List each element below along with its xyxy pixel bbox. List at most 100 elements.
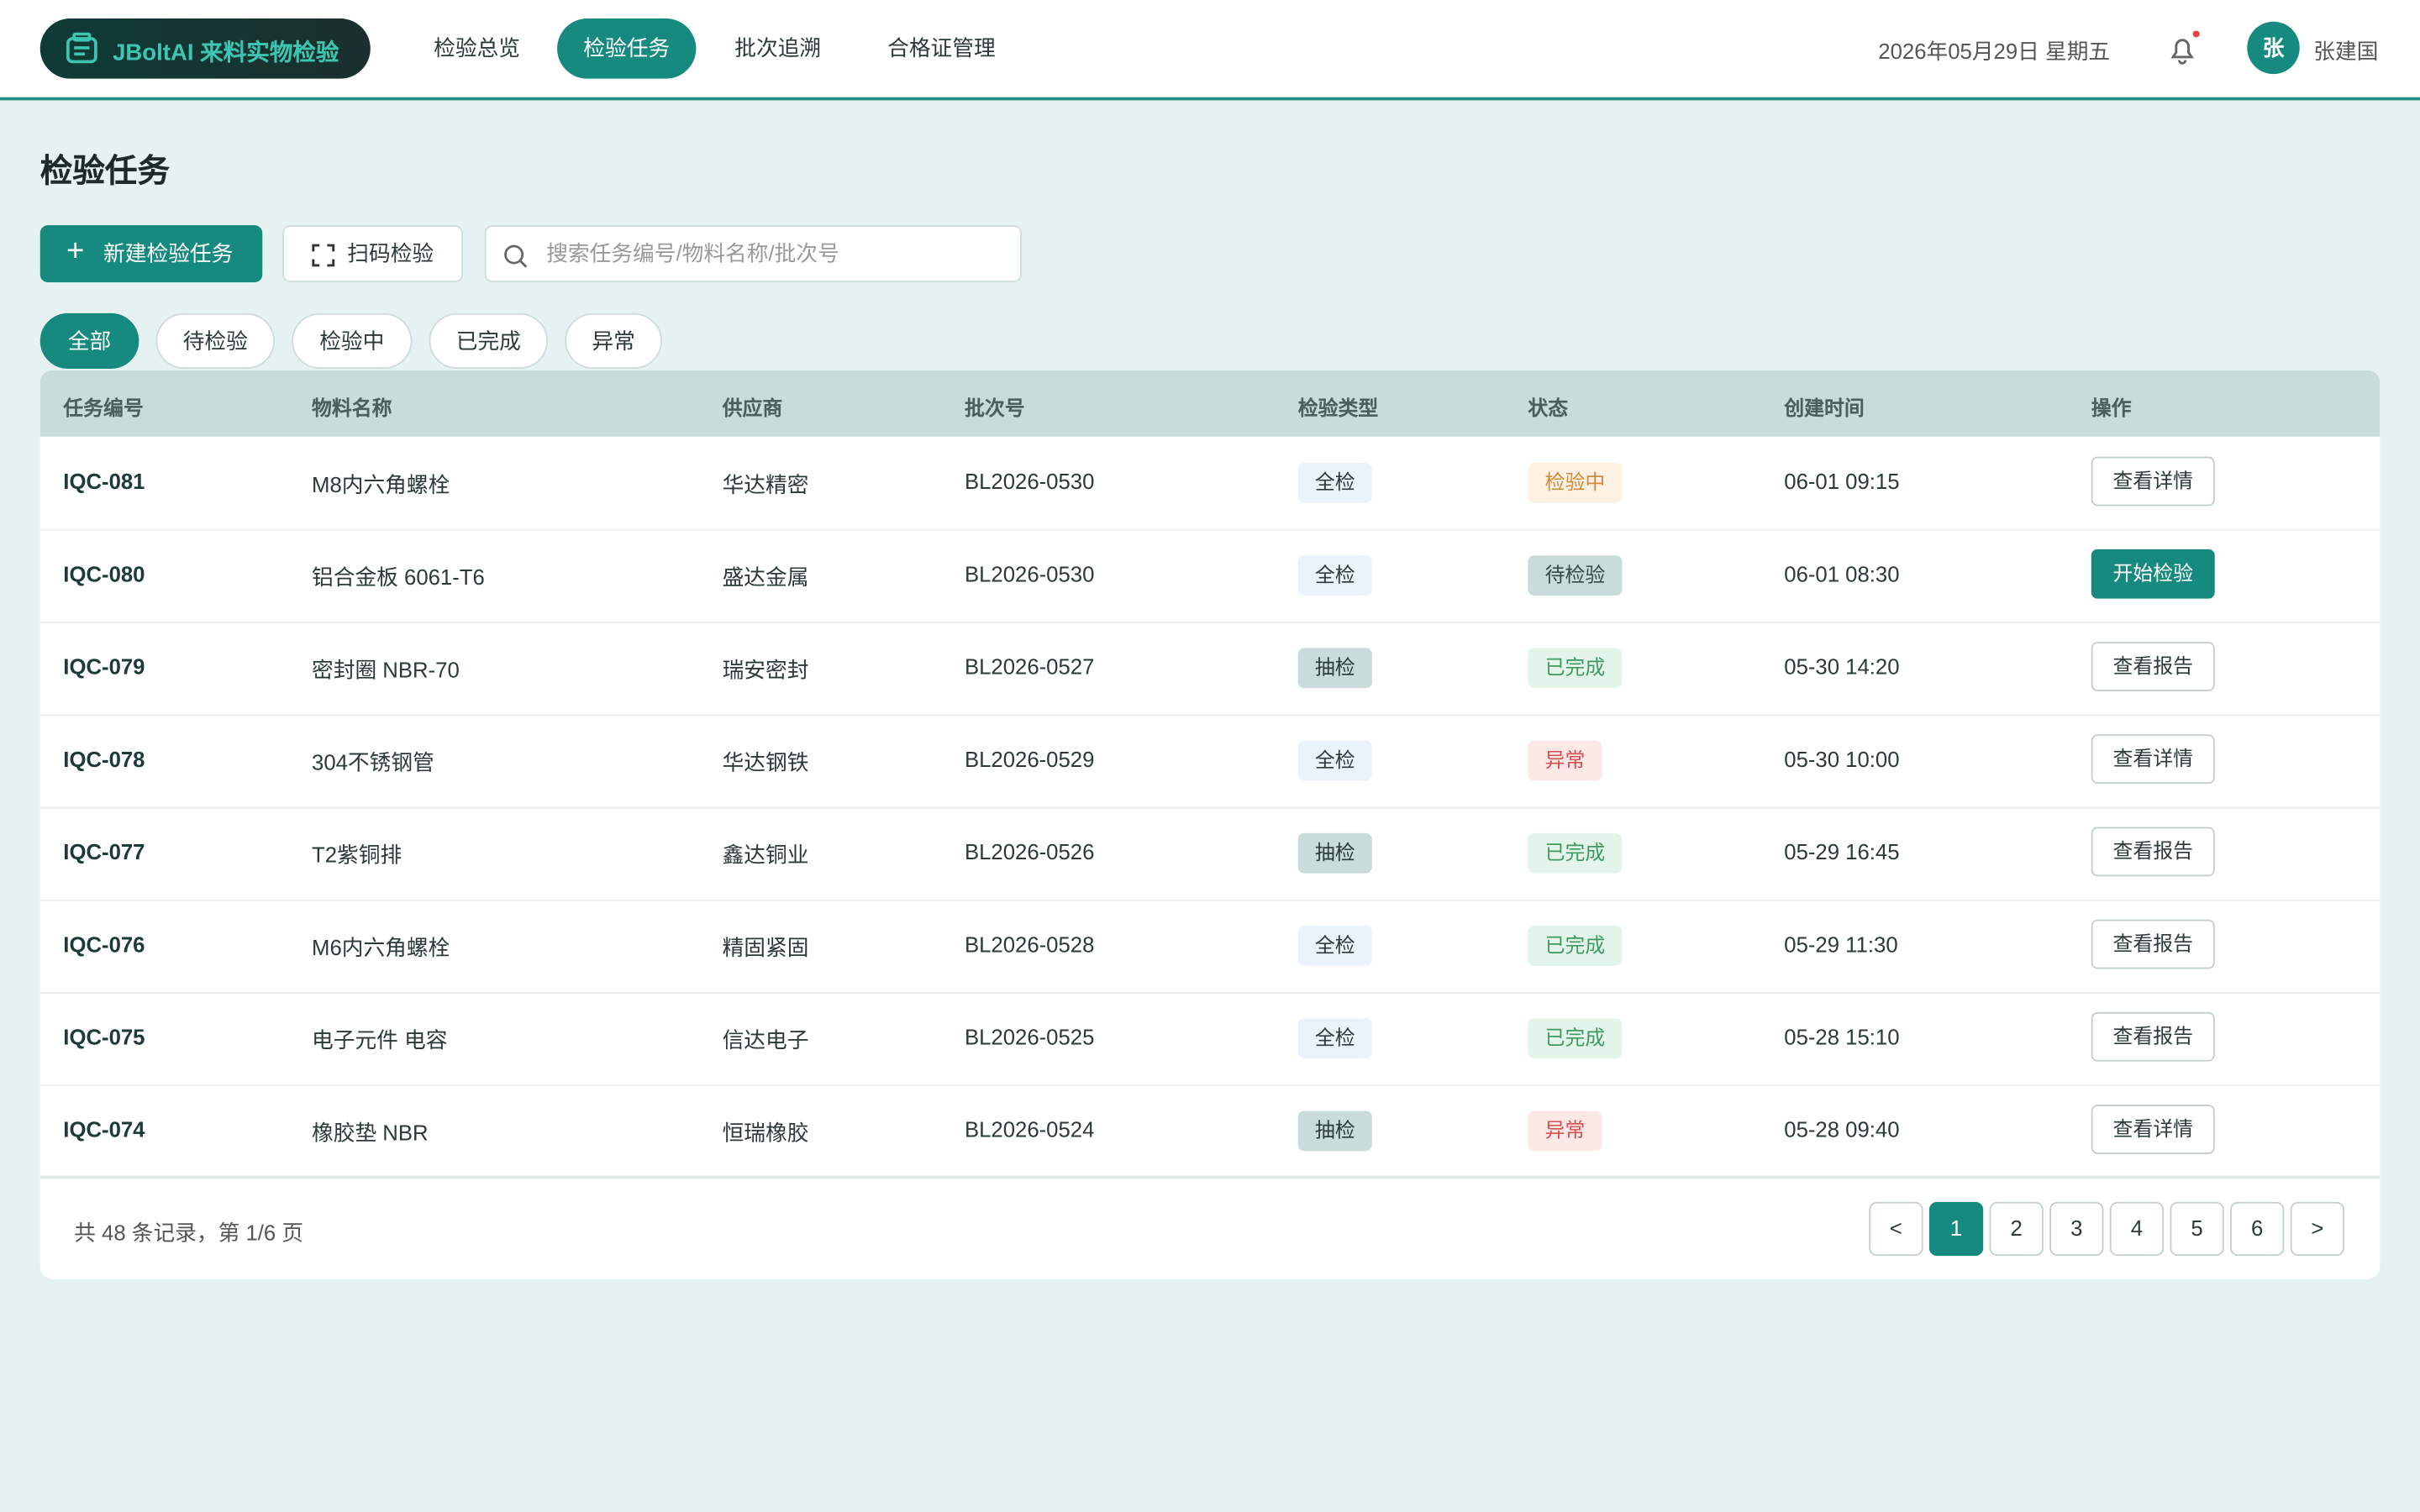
supplier: 华达精密 — [722, 472, 809, 497]
created-time: 05-30 10:00 — [1784, 746, 1900, 772]
batch-number: BL2026-0524 — [964, 1116, 1095, 1142]
column-header: 供应商 — [722, 396, 783, 420]
batch-number: BL2026-0525 — [964, 1024, 1095, 1049]
action-button[interactable]: 查看报告 — [2091, 642, 2215, 691]
button-label: 扫码检验 — [347, 240, 434, 265]
action-button[interactable]: 查看报告 — [2091, 1011, 2215, 1062]
action-button[interactable]: 开始检验 — [2091, 549, 2215, 599]
inspection-type: 全检 — [1297, 740, 1372, 781]
page-button[interactable]: 5 — [2170, 1201, 2224, 1257]
action-button[interactable]: 查看详情 — [2091, 456, 2215, 507]
nav-item[interactable]: 合格证管理 — [887, 35, 996, 60]
page-button[interactable]: 1 — [1928, 1201, 1984, 1257]
task-id: IQC-078 — [63, 746, 145, 772]
page-button[interactable]: 3 — [2049, 1201, 2104, 1257]
new-task-button[interactable]: + 新建检验任务 — [39, 225, 263, 283]
material-name: T2紫铜排 — [312, 842, 402, 868]
record-summary: 共 48 条记录，第 1/6 页 — [74, 1220, 304, 1246]
status-badge: 异常 — [1528, 1110, 1602, 1152]
material-name: 密封圈 NBR-70 — [312, 657, 460, 682]
table-row: IQC-077 T2紫铜排 鑫达铜业 BL2026-0526 抽检 已完成 05-29 16… — [39, 807, 2381, 901]
prev-page[interactable]: < — [1869, 1201, 1923, 1257]
table-header: 任务编号 物料名称 供应商 批次号 检验类型 状态 创建时间 操作 — [39, 370, 2381, 437]
plus-icon: + — [66, 234, 85, 269]
action-button[interactable]: 查看报告 — [2091, 919, 2215, 969]
inspection-type: 全检 — [1297, 555, 1372, 596]
search-icon — [504, 244, 528, 268]
material-name: 304不锈钢管 — [312, 749, 434, 775]
search-input[interactable]: 搜索任务编号/物料名称/批次号 — [484, 225, 1022, 283]
batch-number: BL2026-0526 — [964, 839, 1095, 864]
filter-tab[interactable]: 待检验 — [155, 312, 275, 369]
supplier: 盛达金属 — [722, 564, 809, 590]
inspection-type: 抽检 — [1297, 1110, 1372, 1152]
column-header: 检验类型 — [1297, 396, 1379, 420]
supplier: 华达钢铁 — [722, 749, 809, 775]
created-time: 05-28 09:40 — [1784, 1116, 1900, 1142]
button-label: 新建检验任务 — [103, 240, 234, 265]
next-page[interactable]: > — [2290, 1201, 2345, 1257]
task-id: IQC-075 — [63, 1024, 145, 1049]
page-title: 检验任务 — [39, 154, 171, 190]
page-button[interactable]: 2 — [1989, 1201, 2044, 1257]
status-badge: 已完成 — [1528, 832, 1623, 874]
batch-number: BL2026-0530 — [964, 469, 1095, 494]
supplier: 精固紧固 — [722, 935, 809, 960]
table-row: IQC-080 铝合金板 6061-T6 盛达金属 BL2026-0530 全检 待检验 0… — [39, 529, 2381, 624]
search-placeholder: 搜索任务编号/物料名称/批次号 — [546, 240, 839, 265]
page-button[interactable]: 4 — [2109, 1201, 2165, 1257]
nav-item[interactable]: 批次追溯 — [734, 35, 822, 60]
task-id: IQC-081 — [63, 469, 145, 494]
brand-icon — [66, 32, 97, 64]
table-row: IQC-078 304不锈钢管 华达钢铁 BL2026-0529 全检 异常 05-30 1… — [39, 714, 2381, 809]
status-badge: 已完成 — [1528, 648, 1623, 689]
user-name[interactable]: 张建国 — [2313, 38, 2379, 64]
table-row: IQC-076 M6内六角螺栓 精固紧固 BL2026-0528 全检 已完成 05-29 … — [39, 900, 2381, 994]
material-name: 橡胶垫 NBR — [312, 1120, 429, 1145]
table-row: IQC-079 密封圈 NBR-70 瑞安密封 BL2026-0527 抽检 已完成 05-… — [39, 622, 2381, 717]
status-badge: 异常 — [1528, 740, 1602, 781]
filter-tab[interactable]: 异常 — [565, 312, 662, 369]
inspection-type: 全检 — [1297, 1018, 1372, 1059]
table-row: IQC-081 M8内六角螺栓 华达精密 BL2026-0530 全检 检验中 06-01 … — [39, 437, 2381, 531]
column-header: 任务编号 — [63, 396, 144, 420]
inspection-type: 抽检 — [1297, 648, 1372, 689]
column-header: 操作 — [2091, 396, 2132, 420]
bell-icon[interactable] — [2165, 30, 2202, 68]
supplier: 瑞安密封 — [722, 657, 809, 682]
inspection-type: 全检 — [1297, 926, 1372, 966]
column-header: 状态 — [1528, 396, 1569, 420]
nav-item[interactable]: 检验总览 — [434, 35, 520, 60]
inspection-type: 抽检 — [1297, 832, 1372, 874]
material-name: M8内六角螺栓 — [312, 472, 450, 497]
top-bar: JBoltAI 来料实物检验 检验总览 检验任务 批次追溯 合格证管理 2026年05… — [0, 0, 2420, 101]
action-button[interactable]: 查看详情 — [2091, 1105, 2215, 1154]
column-header: 物料名称 — [312, 396, 392, 420]
nav-item[interactable]: 检验任务 — [557, 18, 697, 79]
column-header: 批次号 — [964, 396, 1025, 420]
material-name: M6内六角螺栓 — [312, 935, 450, 960]
scan-button[interactable]: 扫码检验 — [282, 225, 464, 283]
action-button[interactable]: 查看报告 — [2091, 827, 2215, 877]
action-button[interactable]: 查看详情 — [2091, 734, 2215, 785]
filter-tab[interactable]: 已完成 — [429, 312, 549, 369]
supplier: 恒瑞橡胶 — [722, 1120, 809, 1145]
supplier: 鑫达铜业 — [722, 842, 809, 868]
date: 2026年05月29日 星期五 — [1878, 38, 2111, 64]
page-button[interactable]: 6 — [2230, 1201, 2285, 1257]
task-table: 任务编号 物料名称 供应商 批次号 检验类型 状态 创建时间 操作 IQC-081 M8内六角螺… — [39, 370, 2381, 1279]
scan-icon — [312, 244, 335, 267]
avatar[interactable]: 张 — [2247, 21, 2300, 75]
table-row: IQC-075 电子元件 电容 信达电子 BL2026-0525 全检 已完成 05-28 … — [39, 992, 2381, 1087]
filter-tab[interactable]: 全部 — [39, 312, 139, 369]
status-badge: 已完成 — [1528, 1018, 1623, 1059]
status-badge: 已完成 — [1528, 926, 1623, 966]
supplier: 信达电子 — [722, 1027, 809, 1053]
brand[interactable]: JBoltAI 来料实物检验 — [39, 18, 371, 79]
material-name: 铝合金板 6061-T6 — [312, 564, 485, 590]
filter-tab[interactable]: 检验中 — [292, 312, 413, 369]
material-name: 电子元件 电容 — [312, 1027, 448, 1053]
created-time: 05-29 11:30 — [1784, 932, 1898, 957]
